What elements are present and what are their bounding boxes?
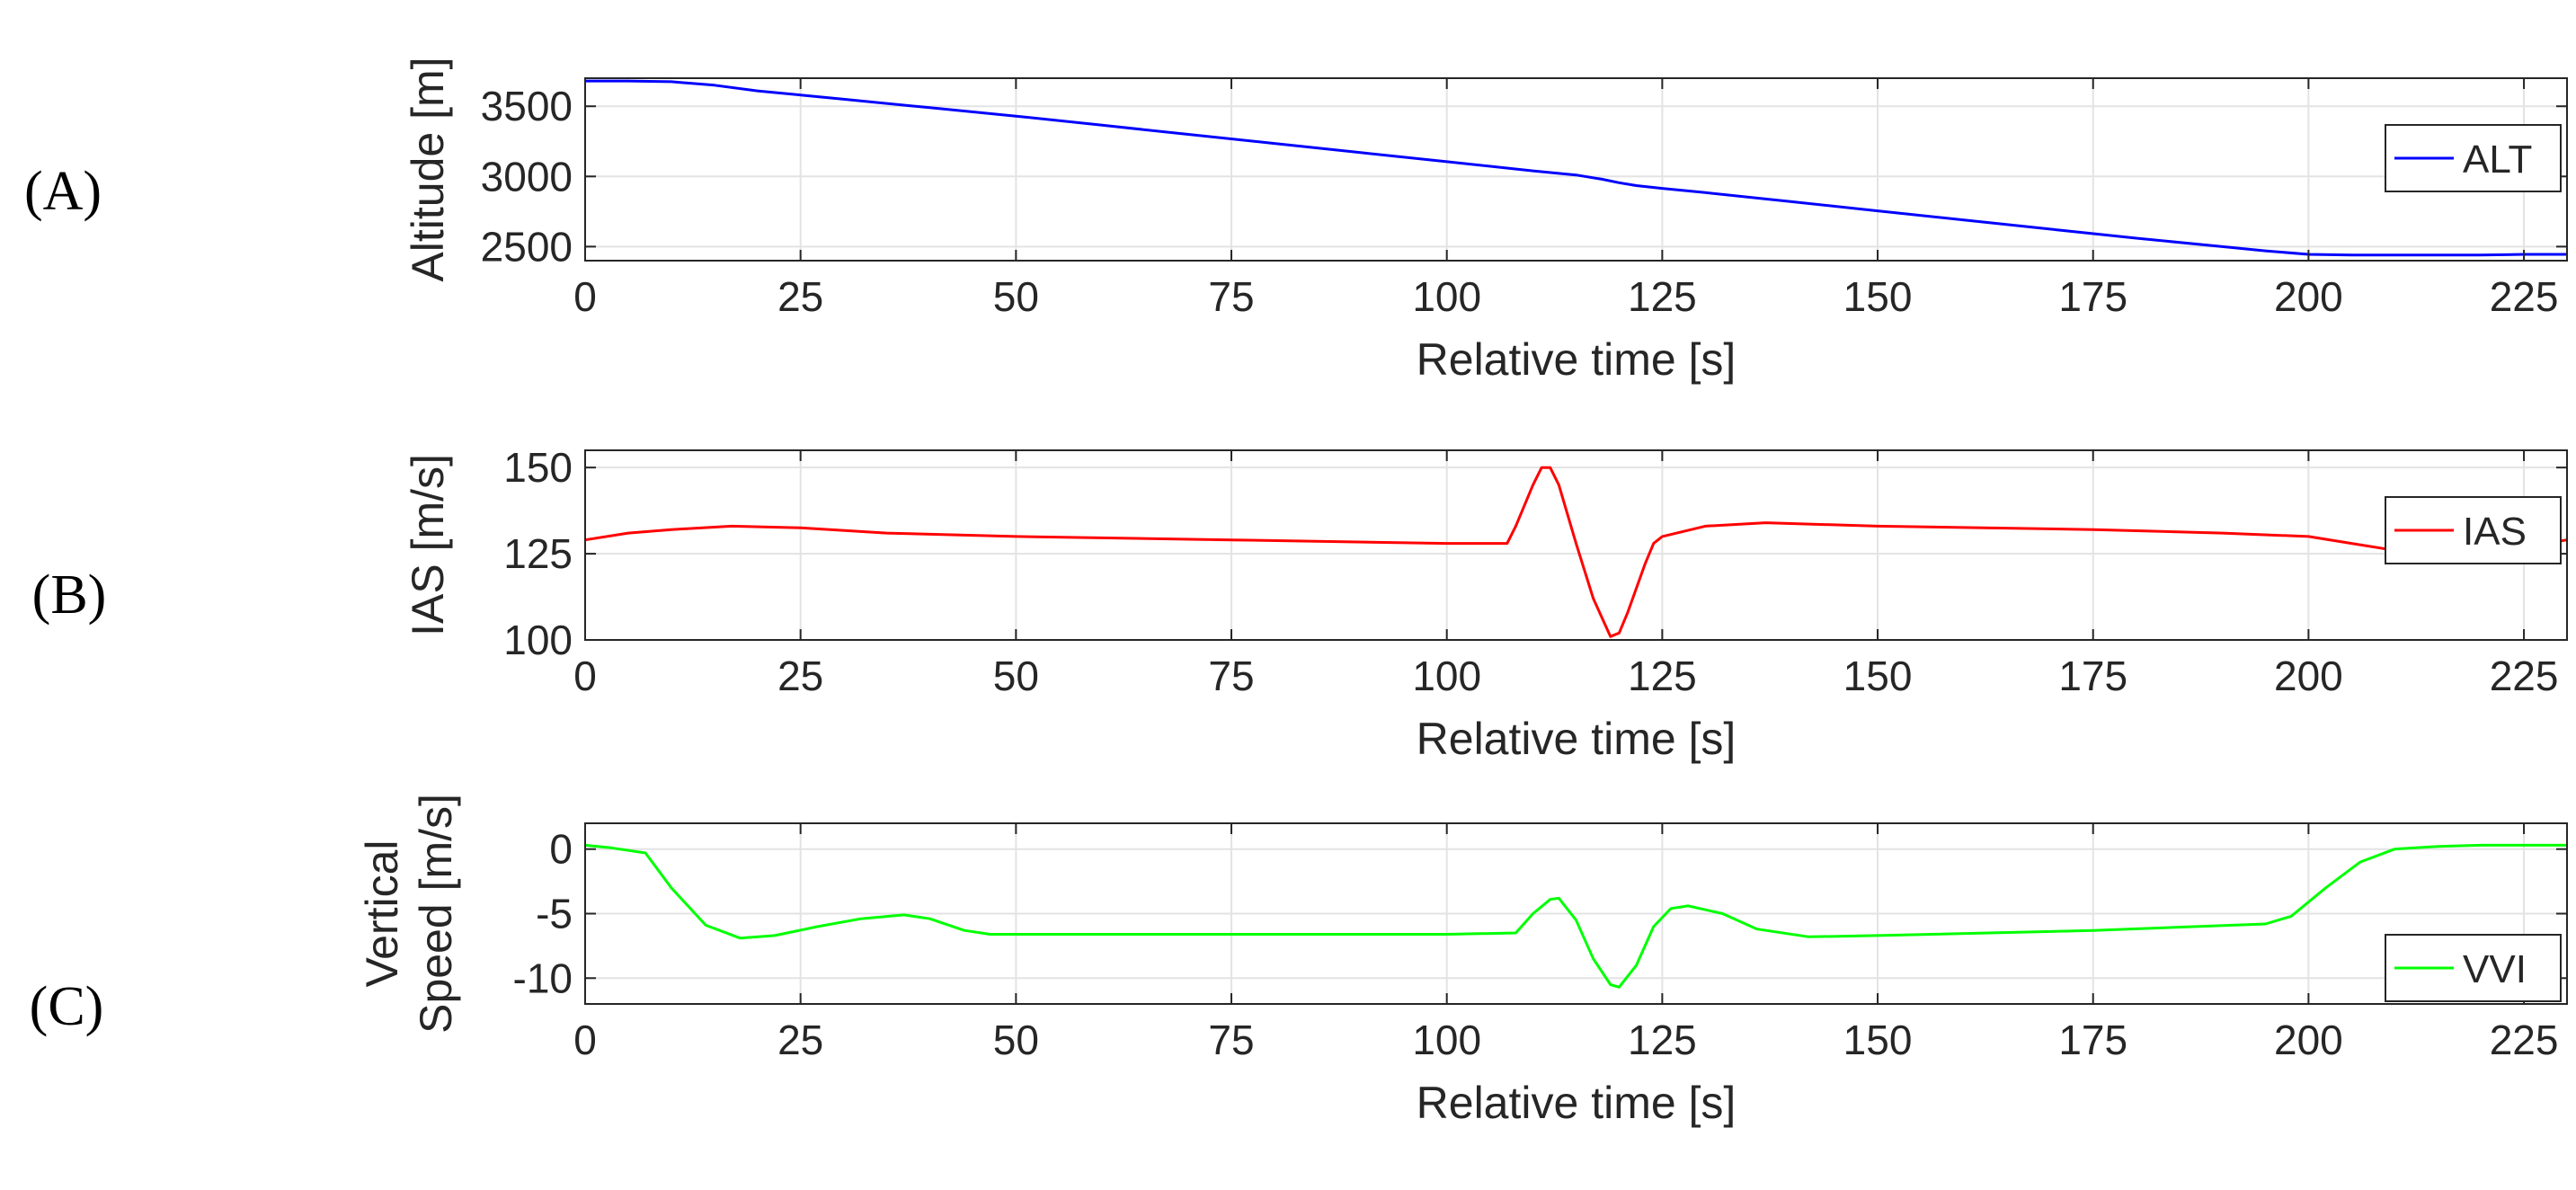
chart-panel-1: (A) 0 25 50 75 100 125 150 175 200 225 2500 3000 3500… xyxy=(24,57,2568,385)
x-tick-label: 25 xyxy=(777,273,823,320)
y-tick-label: 125 xyxy=(503,530,573,577)
series-line-vvi xyxy=(584,843,2567,989)
x-tick-label: 175 xyxy=(2058,653,2127,699)
x-tick-label: 75 xyxy=(1208,1017,1254,1063)
panel-label: (C) xyxy=(30,976,104,1037)
x-tick-label: 125 xyxy=(1628,273,1697,320)
x-tick-label: 25 xyxy=(777,1017,823,1063)
y-tick-label: 3000 xyxy=(481,153,573,200)
legend-label: ALT xyxy=(2463,138,2532,182)
x-tick-label: 200 xyxy=(2274,1017,2343,1063)
y-axis-label: Speed [m/s] xyxy=(411,794,461,1034)
y-axis-label: IAS [m/s] xyxy=(403,454,453,636)
y-tick-label: 100 xyxy=(503,617,573,663)
x-tick-label: 125 xyxy=(1628,653,1697,699)
legend-label: IAS xyxy=(2463,510,2527,554)
x-tick-label: 100 xyxy=(1412,1017,1481,1063)
x-axis-label: Relative time [s] xyxy=(1417,334,1737,385)
series-line-alt xyxy=(585,79,2567,257)
x-tick-label: 225 xyxy=(2490,273,2559,320)
x-tick-label: 75 xyxy=(1208,653,1254,699)
x-tick-label: 200 xyxy=(2274,273,2343,320)
axes-frame xyxy=(584,449,2568,641)
chart-panel-2: (B) 0 25 50 75 100 125 150 175 200 225 100 125 150 Rel… xyxy=(32,444,2568,764)
y-tick-label: 2500 xyxy=(481,223,573,270)
legend: IAS xyxy=(2385,496,2562,564)
x-axis-label: Relative time [s] xyxy=(1417,1078,1737,1128)
x-tick-label: 150 xyxy=(1843,1017,1913,1063)
y-tick-label: 3500 xyxy=(481,83,573,129)
x-tick-label: 75 xyxy=(1208,273,1254,320)
y-axis-label: Vertical xyxy=(357,840,407,988)
chart-panel-3: (C) 0 25 50 75 100 125 150 175 200 225 -10 -5 0 Relati… xyxy=(30,794,2568,1128)
legend: VVI xyxy=(2385,934,2562,1002)
x-tick-label: 50 xyxy=(993,653,1039,699)
x-tick-label: 100 xyxy=(1412,653,1481,699)
y-tick-label: 0 xyxy=(549,826,573,873)
series-line-ias xyxy=(584,466,2568,638)
x-tick-label: 25 xyxy=(777,653,823,699)
panel-label: (B) xyxy=(32,564,107,626)
x-tick-label: 150 xyxy=(1843,273,1913,320)
plot-area xyxy=(585,78,2567,261)
x-tick-label: 0 xyxy=(573,1017,597,1063)
x-tick-label: 50 xyxy=(993,273,1039,320)
legend: ALT xyxy=(2385,124,2562,192)
x-tick-label: 50 xyxy=(993,1017,1039,1063)
legend-label: VVI xyxy=(2463,947,2527,991)
axes-frame xyxy=(584,77,2568,262)
y-tick-label: -5 xyxy=(536,891,573,937)
x-tick-label: 175 xyxy=(2058,1017,2127,1063)
x-tick-label: 200 xyxy=(2274,653,2343,699)
y-tick-label: 150 xyxy=(503,444,573,491)
y-tick-label: -10 xyxy=(513,955,573,1001)
x-tick-label: 0 xyxy=(573,653,597,699)
x-tick-label: 175 xyxy=(2058,273,2127,320)
panel-label: (A) xyxy=(24,161,102,222)
x-tick-label: 225 xyxy=(2490,653,2559,699)
x-axis-label: Relative time [s] xyxy=(1417,714,1737,764)
x-tick-label: 125 xyxy=(1628,1017,1697,1063)
x-tick-label: 225 xyxy=(2490,1017,2559,1063)
y-axis-label: Altitude [m] xyxy=(403,57,453,281)
x-tick-label: 100 xyxy=(1412,273,1481,320)
x-tick-label: 0 xyxy=(573,273,597,320)
x-tick-label: 150 xyxy=(1843,653,1913,699)
